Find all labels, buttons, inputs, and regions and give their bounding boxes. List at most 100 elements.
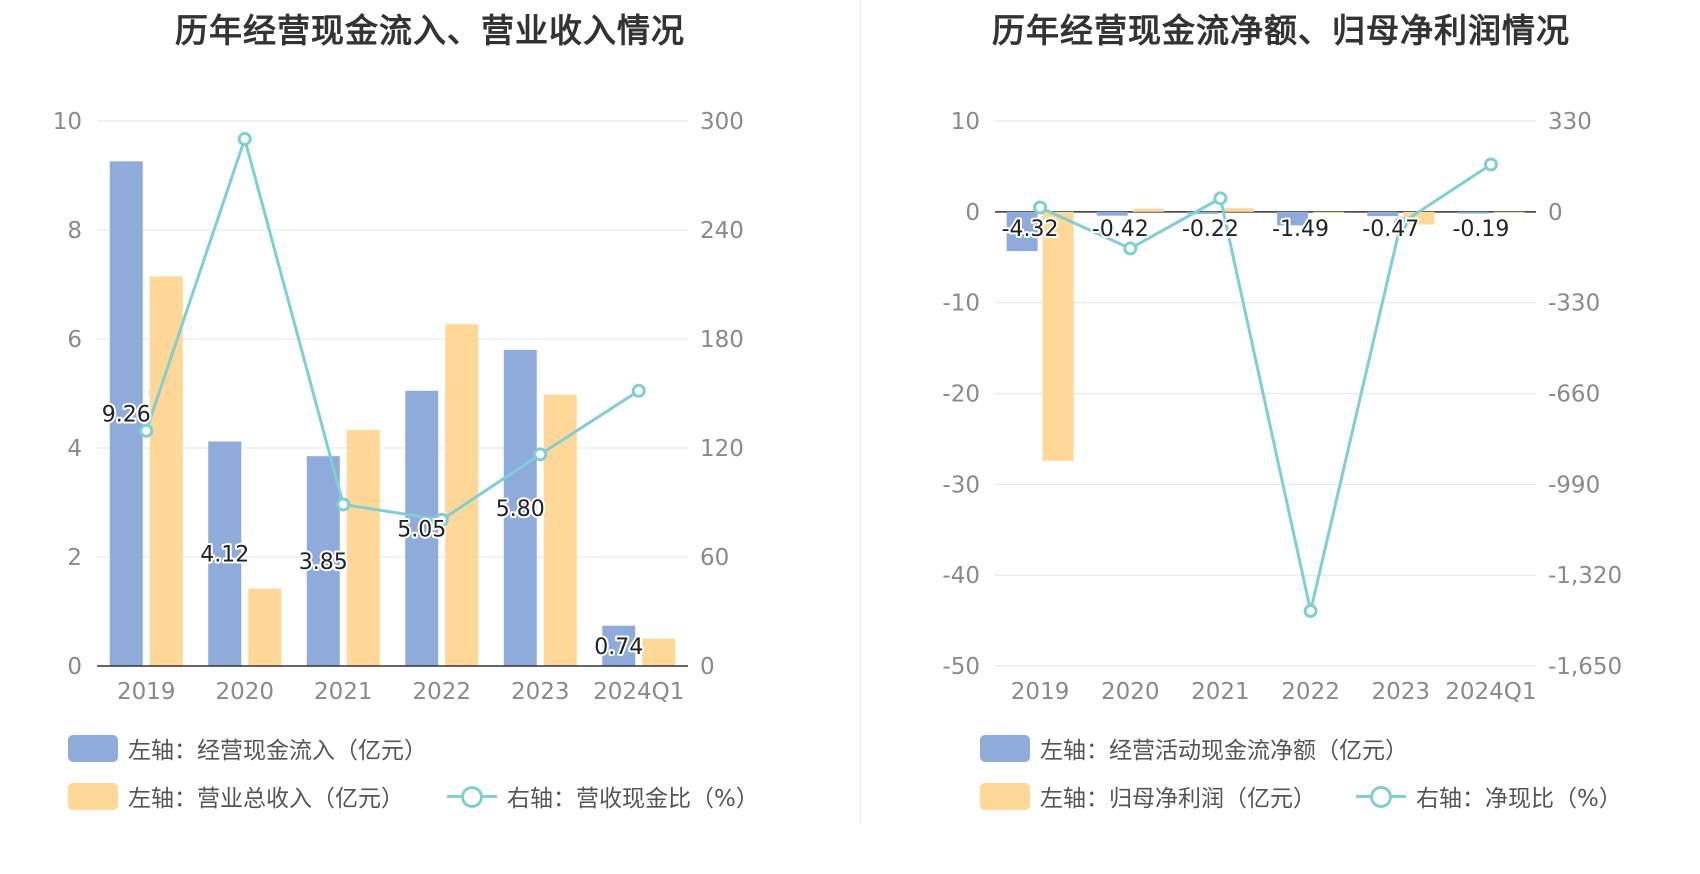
left-bar-a [503,349,537,666]
chart-title-left: 历年经营现金流入、营业收入情况 [175,11,685,50]
right-y-right-tick-label: -1,320 [1548,563,1622,589]
right-bar-data-label: -0.22 [1182,217,1239,242]
left-bar-data-label: 0.74 [594,635,643,660]
right-ratio-point [1303,603,1318,618]
right-bar-data-label: -0.47 [1362,217,1419,242]
right-y-left-tick-label: 0 [965,200,980,226]
right-ratio-point [1123,241,1138,256]
left-x-tick-label: 2019 [117,679,176,705]
right-bar-b [1132,208,1164,212]
left-y-left-tick-label: 10 [53,109,82,135]
left-x-tick-label: 2020 [215,679,274,705]
legend-item-cash-revenue-ratio[interactable]: 右轴：营收现金比（%） [447,779,759,813]
legend-swatch-net-cash-flow [980,734,1030,762]
legend-swatch-revenue [68,782,118,810]
left-y-left-tick-label: 6 [67,327,82,353]
left-y-left-tick-label: 2 [67,545,82,571]
panel-divider [860,0,861,825]
legend-label-cash-inflow: 左轴：经营现金流入（亿元） [128,738,427,764]
right-x-tick-label: 2024Q1 [1445,679,1536,705]
right-bar-a [1096,211,1128,216]
right-bar-a [1457,211,1489,214]
right-y-left-tick-label: -30 [942,472,980,498]
left-bar-a [602,625,636,666]
right-x-tick-label: 2019 [1011,679,1070,705]
left-y-right-tick-label: 180 [700,327,744,353]
left-x-tick-label: 2022 [412,679,471,705]
right-bar-b [1313,211,1345,213]
right-y-right-tick-label: 0 [1548,200,1563,226]
right-bar-data-label: -0.42 [1092,217,1149,242]
right-bar-data-label: -4.32 [1002,217,1059,242]
chart-panel-left: 历年经营现金流入、营业收入情况 0 0 2 60 4 120 6 180 8 240 10 300 20… [53,11,759,813]
left-ratio-point [336,497,351,512]
left-y-right-tick-label: 60 [700,545,729,571]
left-y-right-tick-label: 240 [700,218,744,244]
right-bar-a [1367,211,1399,217]
left-ratio-point [139,423,154,438]
right-bar-data-label: -0.19 [1452,217,1509,242]
legend-label-net-cash-flow: 左轴：经营活动现金流净额（亿元） [1040,738,1408,764]
chart-title-right: 历年经营现金流净额、归母净利润情况 [992,11,1570,50]
left-bar-a [306,456,340,666]
legend-label-net-cash-ratio: 右轴：净现比（%） [1416,786,1622,812]
left-ratio-line [144,133,640,522]
right-ratio-point [1483,157,1498,172]
legend-item-net-cash-flow[interactable]: 左轴：经营活动现金流净额（亿元） [980,731,1408,765]
legend-item-net-cash-ratio[interactable]: 右轴：净现比（%） [1356,779,1622,813]
right-bar-data-label: -1.49 [1272,217,1329,242]
right-y-right-tick-label: -660 [1548,382,1600,408]
legend-swatch-net-cash-ratio [1356,783,1406,810]
left-bar-b [642,638,676,666]
left-bar-data-label: 9.26 [102,403,151,428]
left-bar-b [346,430,380,666]
left-bar-a [405,390,439,666]
right-bar-a [1006,211,1038,252]
left-bar-b [248,588,282,666]
right-x-tick-label: 2021 [1191,679,1250,705]
left-bar-data-label: 5.05 [397,517,446,542]
right-y-left-tick-label: -10 [942,291,980,317]
right-y-right-tick-label: -1,650 [1548,654,1622,680]
left-ratio-point [434,512,449,527]
right-y-left-tick-label: 10 [951,109,980,135]
left-bar-data-label: 4.12 [200,543,249,568]
legend-swatch-net-profit [980,782,1030,810]
legend-label-net-profit: 左轴：归母净利润（亿元） [1040,786,1316,812]
legend-label-cash-revenue-ratio: 右轴：营收现金比（%） [507,786,759,812]
legend-item-cash-inflow[interactable]: 左轴：经营现金流入（亿元） [68,731,427,765]
right-ratio-point [1033,200,1048,215]
left-ratio-point [631,383,646,398]
left-y-left-tick-label: 4 [67,436,82,462]
right-y-right-tick-label: -330 [1548,291,1600,317]
right-bar-b [1042,211,1074,461]
legend-swatch-cash-inflow [68,734,118,762]
right-y-left-tick-label: -20 [942,382,980,408]
right-x-tick-label: 2020 [1101,679,1160,705]
right-y-left-tick-label: -40 [942,563,980,589]
left-bar-a [208,441,242,666]
right-ratio-point [1213,191,1228,206]
right-ratio-line [1039,163,1492,612]
chart-right-svg: -50 -1,650 -40 -1,320 -30 -990 -20 -660 -10 -330 0… [942,109,1622,705]
right-bar-b [1403,211,1435,225]
left-y-left-tick-label: 8 [67,218,82,244]
legend-item-revenue[interactable]: 左轴：营业总收入（亿元） [68,779,404,813]
left-y-right-tick-label: 300 [700,109,744,135]
legend-item-net-profit[interactable]: 左轴：归母净利润（亿元） [980,779,1316,813]
right-x-tick-label: 2023 [1371,679,1430,705]
right-y-right-tick-label: -990 [1548,472,1600,498]
right-bar-a [1277,211,1309,226]
left-ratio-point [533,447,548,462]
right-y-left-tick-label: -50 [942,654,980,680]
right-bar-a [1186,211,1218,214]
right-bar-b [1493,211,1525,213]
chart-left-svg: 0 0 2 60 4 120 6 180 8 240 10 300 2019 2020 2021 2022 20… [53,109,744,705]
right-ratio-point [1393,216,1408,231]
legend-swatch-cash-revenue-ratio [447,783,497,810]
left-bar-b [445,324,479,666]
left-x-tick-label: 2024Q1 [593,679,684,705]
left-y-left-tick-label: 0 [67,654,82,680]
right-x-tick-label: 2022 [1281,679,1340,705]
chart-panel-right: 历年经营现金流净额、归母净利润情况 -50 -1,650 -40 -1,320 -30-… [862,0,1700,874]
